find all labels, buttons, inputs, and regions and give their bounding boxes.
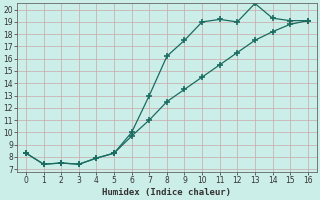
X-axis label: Humidex (Indice chaleur): Humidex (Indice chaleur): [102, 188, 231, 197]
